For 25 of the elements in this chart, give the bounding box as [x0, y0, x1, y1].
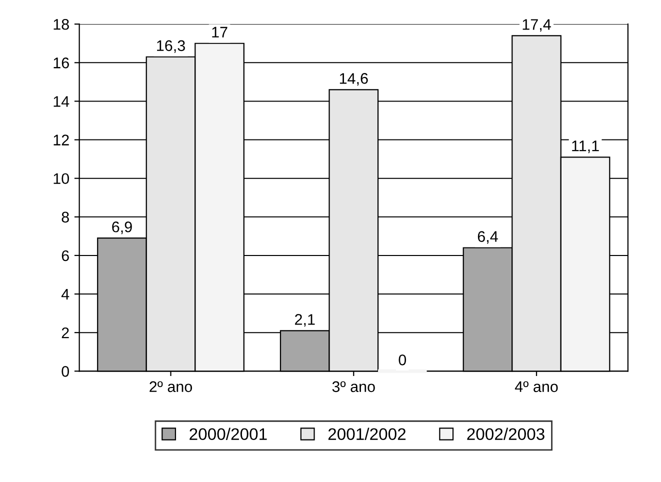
data-label: 11,1 — [572, 140, 599, 154]
y-tick-label: 10 — [54, 173, 69, 184]
data-label: 16,3 — [157, 40, 185, 53]
x-tick-label: 2º ano — [150, 381, 192, 392]
data-label: 0 — [398, 354, 406, 366]
x-tick-label: 4º ano — [514, 381, 558, 392]
legend-label: 2002/2003 — [467, 428, 544, 440]
data-label: 17 — [212, 26, 228, 38]
x-tick-label: 3º ano — [332, 381, 375, 392]
y-tick-label: 4 — [61, 289, 70, 300]
y-tick-label: 2 — [62, 327, 69, 338]
legend-label: 2000/2001 — [190, 428, 267, 440]
y-tick-label: 14 — [54, 96, 70, 107]
data-label: 14,6 — [340, 73, 368, 86]
y-tick-label: 18 — [54, 18, 69, 30]
data-label: 6,9 — [112, 221, 132, 234]
legend-label: 2001/2002 — [328, 428, 406, 440]
y-tick-label: 0 — [62, 366, 69, 377]
y-tick-label: 12 — [54, 134, 69, 146]
y-tick-label: 16 — [54, 58, 69, 68]
data-label: 2,1 — [295, 314, 315, 327]
data-label: 6,4 — [478, 231, 498, 244]
y-tick-label: 8 — [62, 212, 69, 223]
data-label: 17,4 — [522, 19, 551, 32]
y-tick-label: 6 — [62, 250, 69, 262]
